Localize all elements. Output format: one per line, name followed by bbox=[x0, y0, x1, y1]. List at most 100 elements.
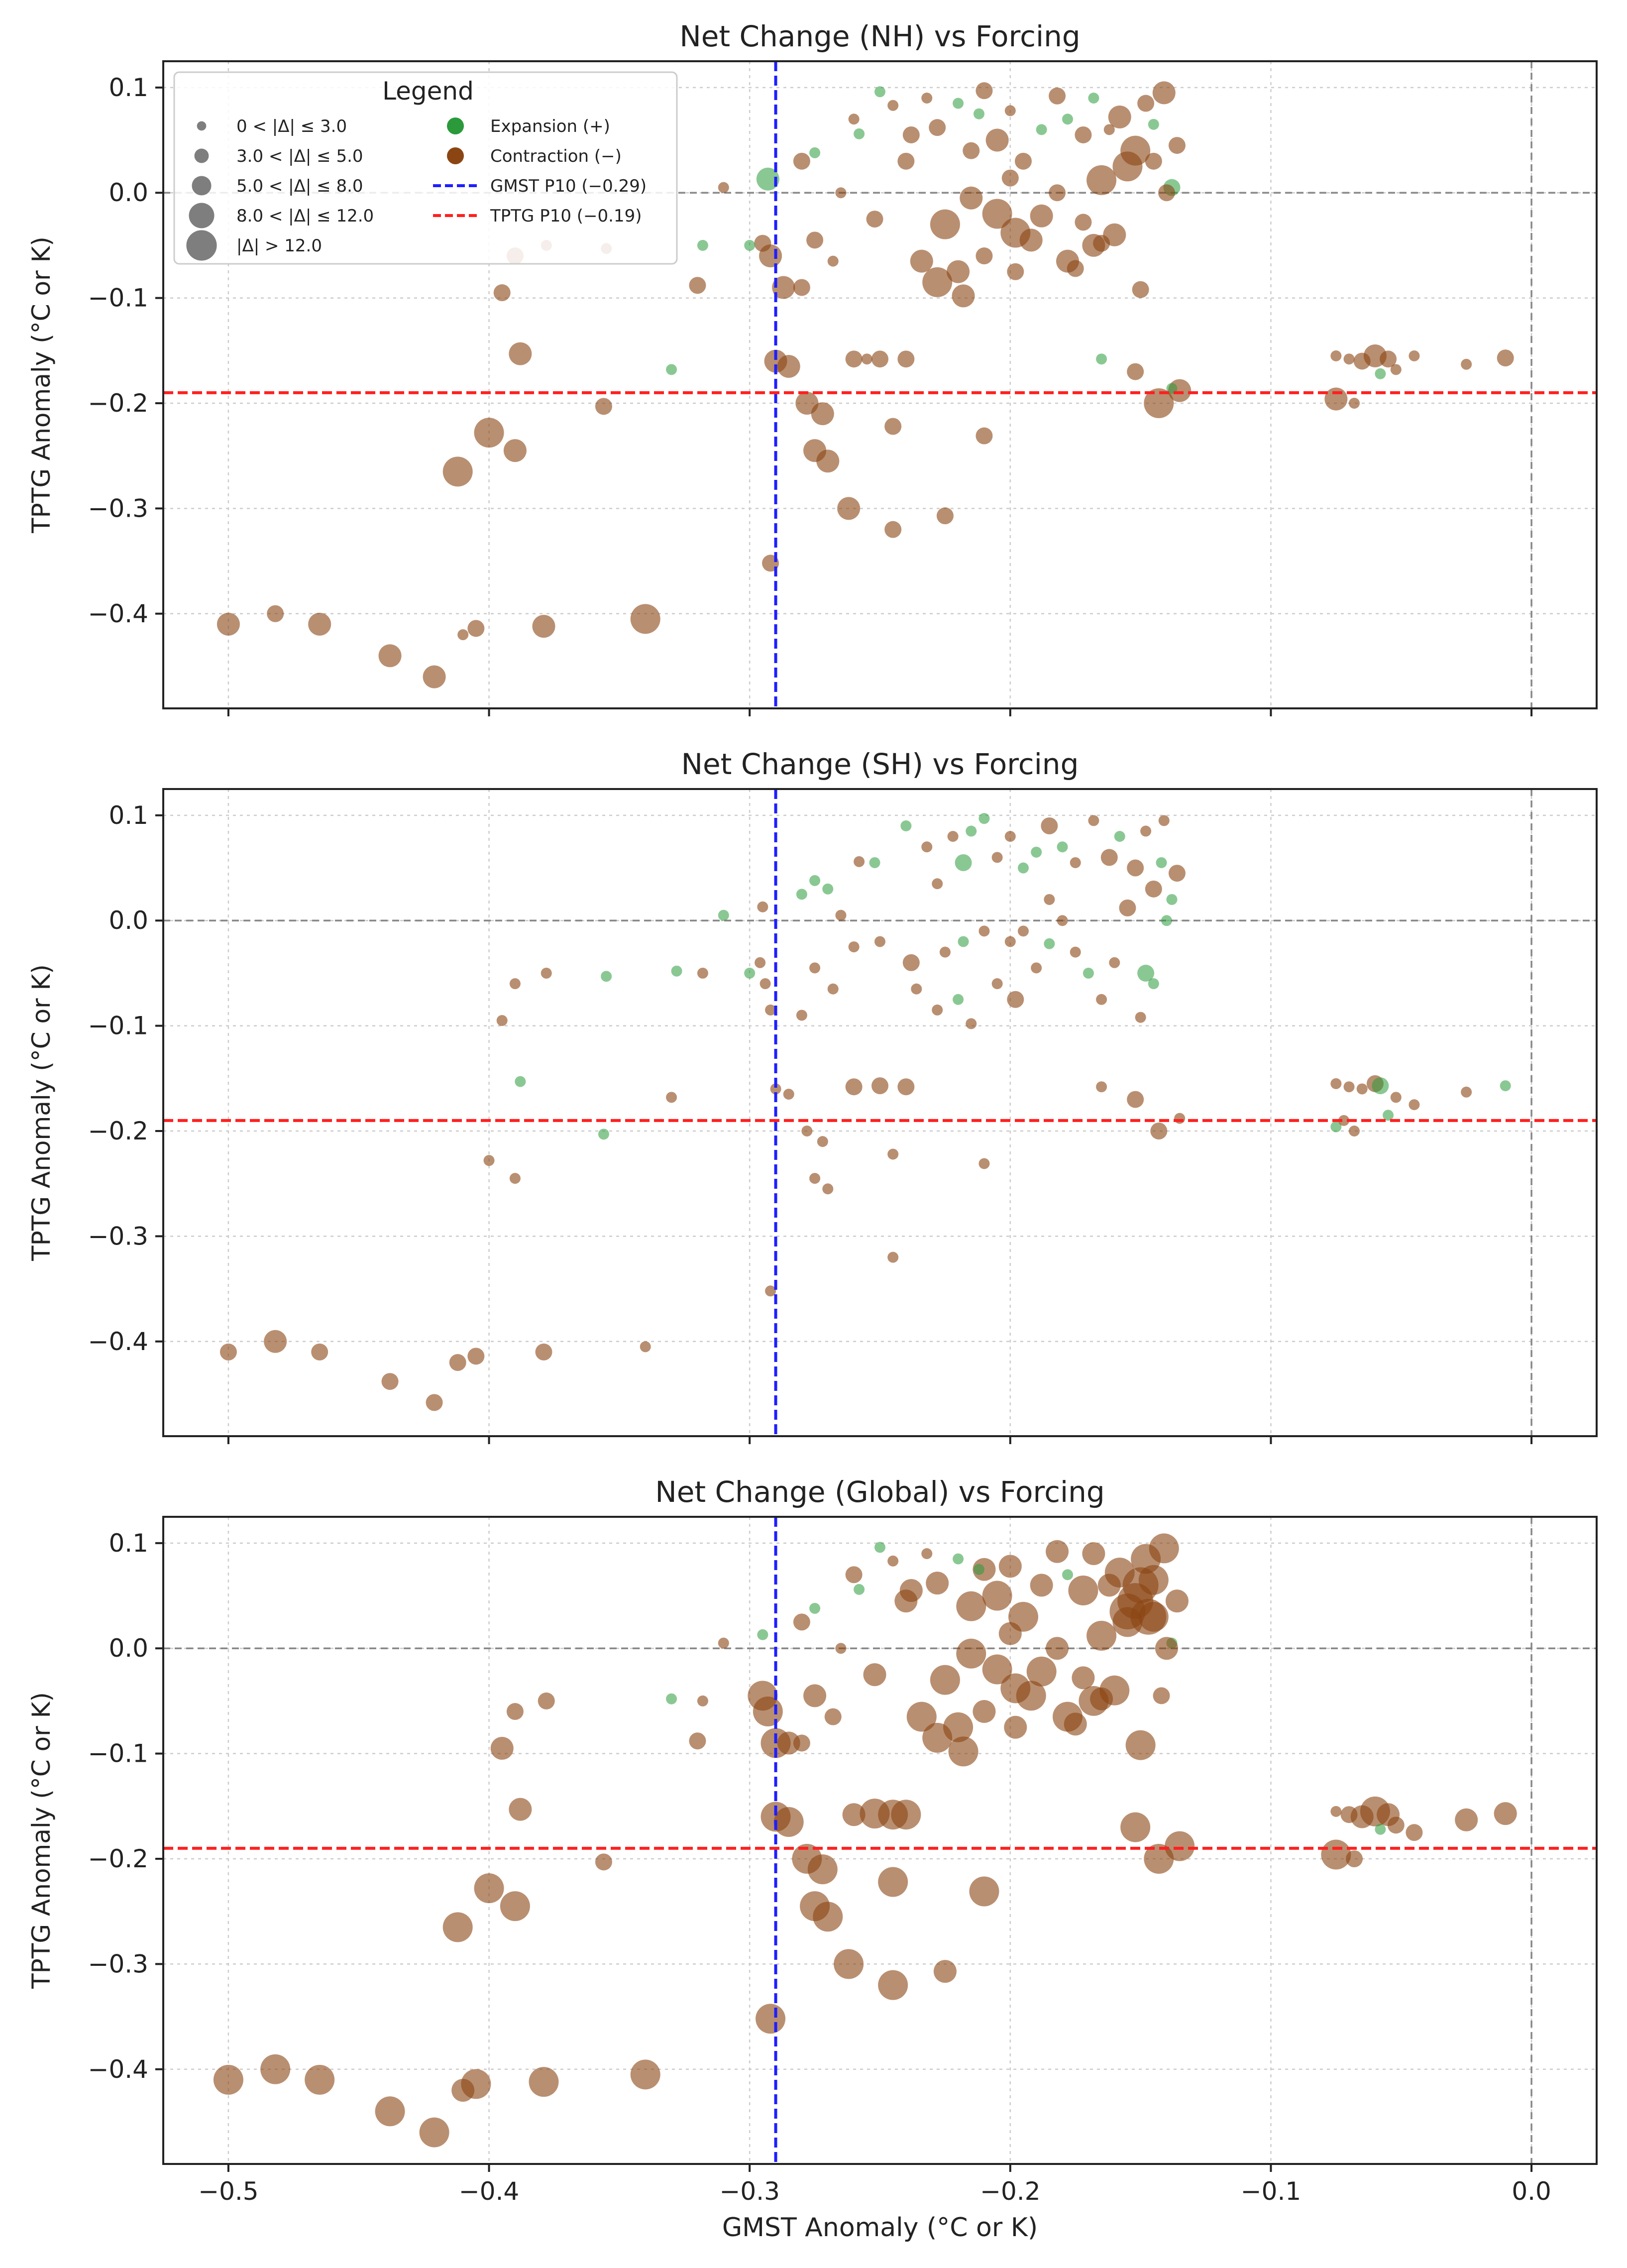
contraction-point bbox=[803, 1684, 827, 1707]
contraction-point bbox=[1090, 1687, 1113, 1710]
expansion-point bbox=[809, 147, 821, 158]
contraction-point bbox=[1070, 946, 1081, 958]
contraction-point bbox=[264, 1330, 287, 1353]
contraction-point bbox=[933, 1960, 957, 1983]
contraction-point bbox=[1409, 1099, 1420, 1111]
expansion-point bbox=[757, 1629, 768, 1640]
contraction-point bbox=[1125, 1730, 1156, 1760]
contraction-point bbox=[1144, 388, 1174, 418]
contraction-point bbox=[630, 604, 660, 634]
contraction-point bbox=[1075, 214, 1092, 231]
contraction-point bbox=[973, 1700, 996, 1723]
contraction-point bbox=[1165, 1831, 1195, 1861]
contraction-point bbox=[848, 113, 860, 125]
expansion-point bbox=[1062, 1569, 1074, 1581]
contraction-point bbox=[697, 967, 708, 979]
contraction-point bbox=[442, 456, 473, 487]
contraction-point bbox=[1093, 234, 1110, 252]
expansion-point bbox=[1096, 353, 1107, 365]
contraction-point bbox=[1082, 1542, 1105, 1565]
contraction-point bbox=[991, 978, 1003, 990]
contraction-point bbox=[1103, 124, 1115, 135]
contraction-point bbox=[1165, 1589, 1189, 1613]
expansion-point bbox=[666, 1693, 677, 1704]
contraction-point bbox=[1168, 137, 1186, 154]
contraction-point bbox=[809, 962, 821, 974]
expansion-point bbox=[1083, 967, 1094, 979]
contraction-point bbox=[1007, 263, 1024, 280]
contraction-point bbox=[910, 249, 933, 273]
contraction-point bbox=[982, 1654, 1012, 1685]
contraction-point bbox=[1041, 817, 1058, 834]
contraction-point bbox=[1137, 95, 1155, 112]
legend-entry-label: Contraction (−) bbox=[490, 146, 622, 166]
contraction-point bbox=[697, 1695, 708, 1706]
contraction-point bbox=[1064, 1712, 1087, 1736]
contraction-point bbox=[793, 1734, 810, 1752]
expansion-point bbox=[1088, 92, 1099, 104]
expansion-point bbox=[953, 98, 964, 109]
contraction-point bbox=[887, 1555, 899, 1567]
contraction-point bbox=[899, 1579, 923, 1602]
contraction-point bbox=[929, 119, 946, 136]
contraction-point bbox=[1330, 350, 1342, 361]
plot-frame bbox=[162, 1516, 1598, 2165]
y-axis-label: TPTG Anomaly (°C or K) bbox=[27, 236, 56, 534]
contraction-point bbox=[922, 267, 953, 297]
expansion-point bbox=[973, 1564, 984, 1575]
contraction-point bbox=[1330, 1806, 1342, 1817]
y-tick-label: 0.0 bbox=[108, 906, 148, 935]
contraction-point bbox=[757, 901, 768, 912]
contraction-point bbox=[1340, 1806, 1358, 1823]
contraction-point bbox=[1497, 349, 1514, 367]
contraction-point bbox=[932, 1004, 943, 1016]
contraction-point bbox=[985, 128, 1009, 152]
contraction-point bbox=[861, 353, 872, 365]
x-tick-label: −0.5 bbox=[198, 2177, 258, 2206]
y-tick-label: −0.2 bbox=[88, 1844, 148, 1873]
expansion-point bbox=[1031, 846, 1042, 858]
contraction-point bbox=[1001, 169, 1019, 187]
y-tick-label: 0.1 bbox=[108, 73, 148, 102]
contraction-point bbox=[930, 209, 960, 239]
contraction-point bbox=[718, 1637, 729, 1649]
contraction-point bbox=[1168, 865, 1186, 882]
expansion-point bbox=[953, 1553, 964, 1565]
contraction-point bbox=[1145, 152, 1162, 170]
contraction-point bbox=[1140, 825, 1152, 837]
expansion-point bbox=[1062, 113, 1074, 125]
contraction-point bbox=[1324, 387, 1348, 411]
contraction-point bbox=[845, 1566, 863, 1584]
contraction-point bbox=[897, 350, 915, 368]
contraction-point bbox=[1049, 184, 1066, 202]
expansion-point bbox=[1166, 894, 1178, 905]
contraction-point bbox=[871, 1077, 888, 1095]
contraction-point bbox=[902, 126, 920, 143]
contraction-point bbox=[1120, 1812, 1151, 1842]
contraction-point bbox=[1406, 1824, 1423, 1841]
contraction-point bbox=[419, 2117, 449, 2148]
contraction-point bbox=[998, 1622, 1022, 1645]
contraction-point bbox=[887, 1251, 899, 1263]
points-group bbox=[217, 81, 1514, 688]
legend-entry-label: Expansion (+) bbox=[490, 116, 610, 136]
contraction-point bbox=[1100, 849, 1118, 866]
y-tick-label: −0.4 bbox=[88, 1327, 148, 1356]
contraction-point bbox=[267, 605, 284, 622]
contraction-point bbox=[809, 1173, 821, 1184]
expansion-point bbox=[978, 813, 990, 824]
contraction-point bbox=[496, 1015, 508, 1026]
contraction-point bbox=[801, 1125, 813, 1136]
contraction-point bbox=[871, 350, 888, 368]
expansion-point bbox=[671, 965, 682, 977]
contraction-point bbox=[966, 1018, 977, 1029]
expansion-point bbox=[953, 994, 964, 1005]
expansion-point bbox=[697, 239, 708, 251]
contraction-point bbox=[467, 1348, 485, 1365]
contraction-point bbox=[1455, 1808, 1478, 1831]
x-tick-label: −0.2 bbox=[980, 2177, 1040, 2206]
contraction-point bbox=[1174, 1113, 1186, 1124]
contraction-point bbox=[1346, 1850, 1363, 1867]
contraction-point bbox=[311, 1343, 328, 1361]
x-tick-label: −0.3 bbox=[719, 2177, 779, 2206]
